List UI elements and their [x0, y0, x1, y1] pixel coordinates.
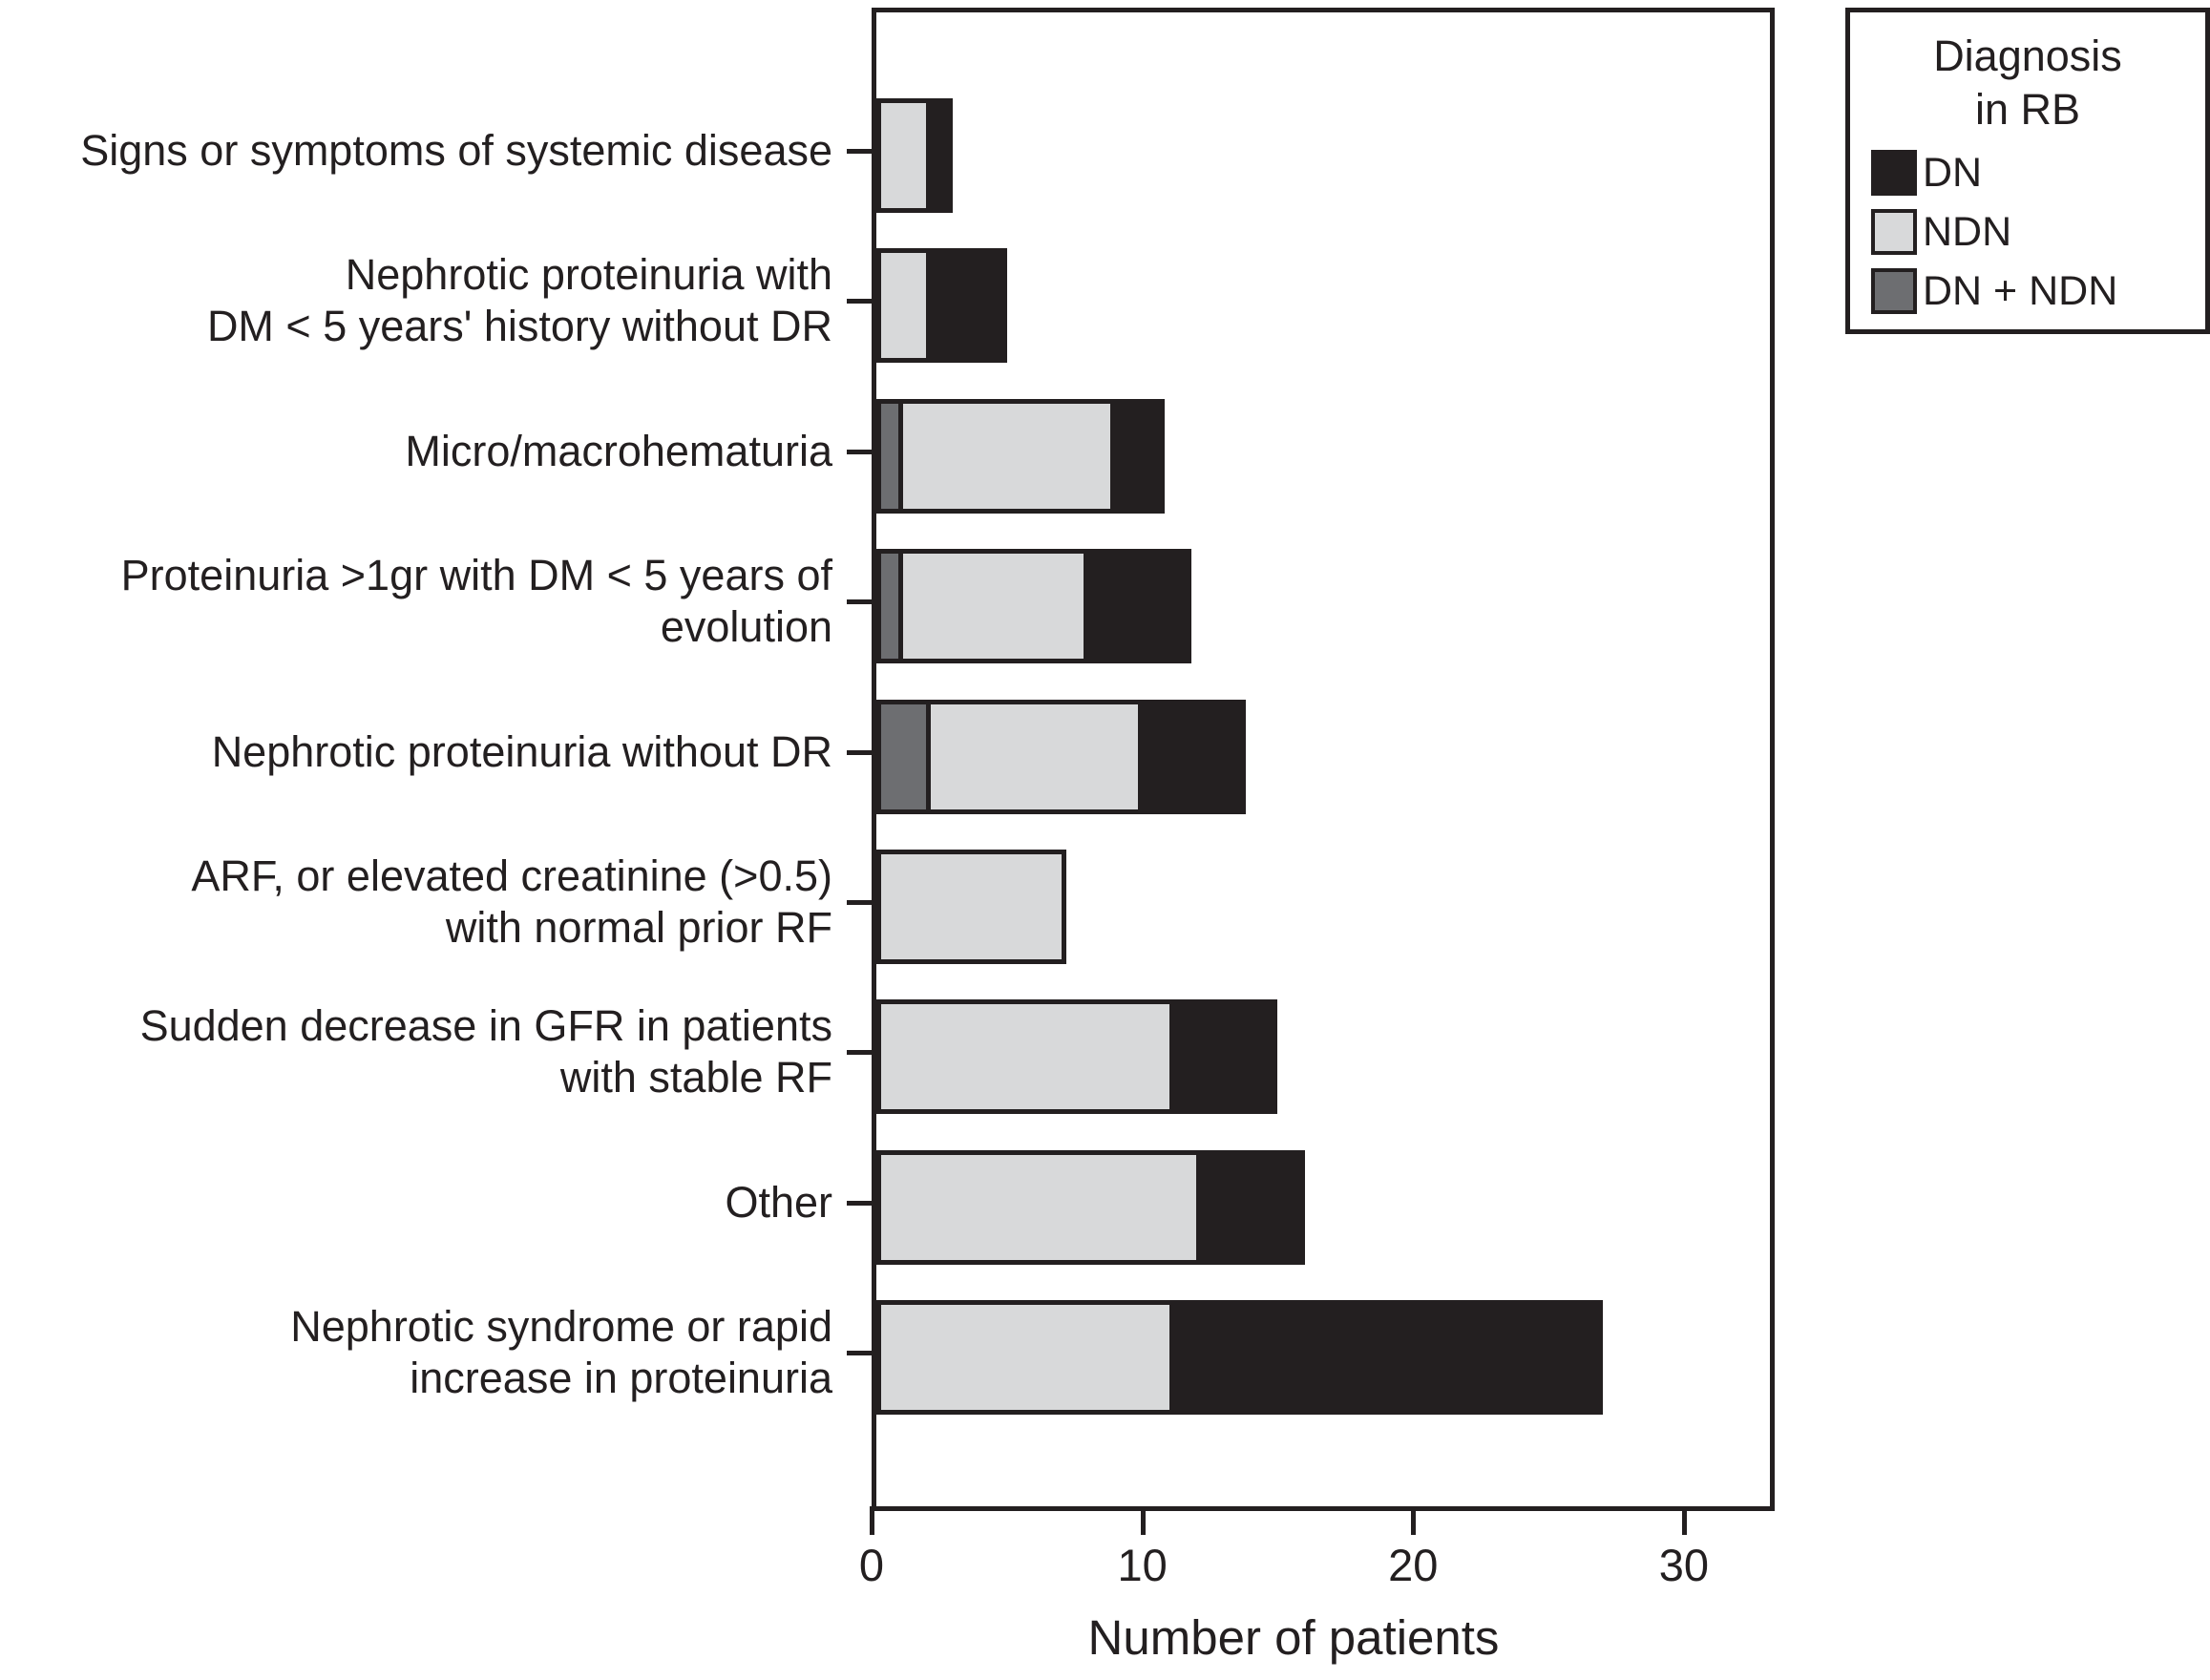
legend-label: DN + NDN — [1923, 268, 2118, 314]
bar-segment-dn-plus-ndn — [876, 699, 931, 814]
bar-segment-ndn — [876, 248, 931, 364]
y-tick — [847, 1351, 872, 1356]
bar-row — [876, 98, 954, 213]
bar-segment-dn — [1137, 699, 1247, 814]
bar-row — [876, 699, 1247, 814]
bar-row — [876, 549, 1192, 664]
x-tick-label: 0 — [858, 1540, 885, 1590]
category-label: Other — [725, 1177, 832, 1227]
bar-row — [876, 850, 1066, 964]
y-tick — [847, 449, 872, 454]
bar-segment-dn — [1169, 999, 1278, 1115]
bar-segment-dn — [1196, 1149, 1305, 1265]
x-tick — [1140, 1506, 1146, 1535]
x-tick-label: 20 — [1388, 1540, 1439, 1590]
bar-segment-dn — [925, 98, 954, 213]
x-tick — [1411, 1506, 1417, 1535]
category-label: Nephrotic proteinuria with DM < 5 years' … — [206, 250, 832, 351]
category-label: Proteinuria >1gr with DM < 5 years of evo… — [120, 551, 832, 652]
legend-swatch-dn — [1871, 150, 1917, 196]
category-label: Nephrotic syndrome or rapid increase in p… — [290, 1302, 832, 1403]
bar-segment-ndn — [898, 549, 1088, 664]
y-tick — [847, 1050, 872, 1056]
y-tick — [847, 900, 872, 905]
legend-item: NDN — [1871, 209, 2205, 255]
legend-swatch-ndn — [1871, 209, 1917, 255]
bar-segment-dn — [925, 248, 1007, 364]
legend-item: DN — [1871, 150, 2205, 196]
category-label: ARF, or elevated creatinine (>0.5) with n… — [191, 851, 832, 952]
bar-segment-ndn — [876, 1300, 1174, 1416]
legend-items: DN NDN DN + NDN — [1871, 150, 2205, 314]
x-tick — [1681, 1506, 1687, 1535]
legend-label: NDN — [1923, 209, 2012, 255]
legend-item: DN + NDN — [1871, 268, 2205, 314]
x-tick — [870, 1506, 874, 1535]
category-label: Nephrotic proteinuria without DR — [211, 726, 832, 776]
plot-area — [872, 8, 1775, 1511]
y-tick — [847, 299, 872, 304]
bar-row — [876, 1300, 1603, 1416]
bar-row — [876, 398, 1165, 514]
y-tick — [847, 149, 872, 154]
bar-segment-ndn — [876, 98, 931, 213]
bar-segment-dn — [1169, 1300, 1603, 1416]
category-label: Sudden decrease in GFR in patients with s… — [139, 1001, 832, 1102]
category-label: Micro/macrohematuria — [405, 426, 832, 475]
y-tick — [847, 749, 872, 755]
y-tick — [847, 1200, 872, 1206]
category-label: Signs or symptoms of systemic disease — [80, 126, 832, 175]
bar-row — [876, 1149, 1305, 1265]
bar-segment-dn — [1110, 398, 1165, 514]
bar-segment-ndn — [876, 850, 1066, 964]
bar-row — [876, 999, 1278, 1115]
legend-label: DN — [1923, 150, 1983, 196]
x-tick-label: 10 — [1117, 1540, 1168, 1590]
x-tick-label: 30 — [1658, 1540, 1710, 1590]
bar-segment-dn — [1083, 549, 1192, 664]
x-axis-title: Number of patients — [1087, 1610, 1500, 1665]
legend-title: Diagnosis in RB — [1933, 32, 2122, 134]
bar-segment-ndn — [876, 1149, 1202, 1265]
bar-segment-ndn — [898, 398, 1116, 514]
legend: Diagnosis in RB DN NDN DN + NDN — [1845, 8, 2210, 334]
y-tick — [847, 599, 872, 605]
bar-segment-ndn — [925, 699, 1143, 814]
bar-row — [876, 248, 1007, 364]
bar-segment-ndn — [876, 999, 1174, 1115]
legend-swatch-dn-plus-ndn — [1871, 268, 1917, 314]
